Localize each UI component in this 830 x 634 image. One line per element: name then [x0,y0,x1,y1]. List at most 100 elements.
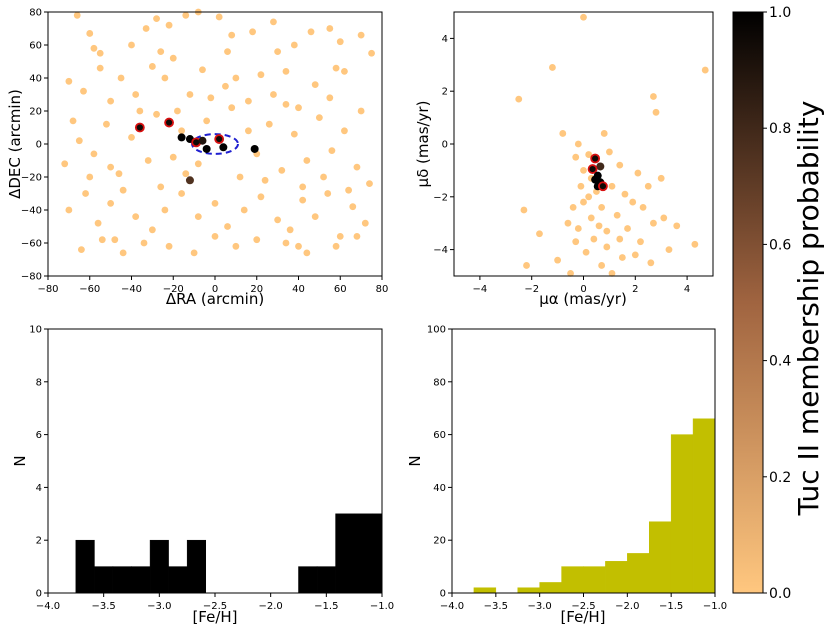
pm-field-star-point [574,140,582,148]
hist_field-xtick-label: −4.0 [440,601,464,612]
sky-field-star-point [282,68,290,75]
sky-field-star-point [253,236,261,244]
pm-field-star-point [590,235,598,243]
sky-field-star-point [270,18,277,26]
colorbar-tick-label: 0.4 [769,354,791,370]
sky-field-star-point [157,183,165,191]
sky-field-star-point [332,64,340,72]
field-metallicity-histogram-panel: −4.0 −3.5 −3.0 −2.5 −2.0 −1.5 −1.0 0 20 40 60 80 100… [406,325,727,627]
pm-field-star-point [587,214,595,222]
sky-field-star-point [136,107,144,115]
sky-field-star-point [128,134,135,141]
sky-field-star-point [332,242,340,250]
sky-xtick-label: −60 [79,284,100,295]
pm-ytick-label: 2 [442,87,448,98]
sky-field-star-point [240,206,248,214]
pm-field-star-point [657,174,665,182]
hist_tuc-bar [112,566,132,594]
sky-field-star-point [65,206,73,214]
sky-ytick-label: −80 [21,272,42,283]
pm-field-star-point [580,198,587,206]
sky-field-star-point [117,74,125,82]
pm-field-star-point [582,248,590,256]
sky-field-star-point [303,157,311,164]
sky-field-star-point [278,167,286,174]
sky-field-star-point [157,48,165,55]
pm-field-star-point [600,130,608,137]
sky-field-star-point [148,226,156,234]
pm-field-star-point [647,259,655,267]
sky-field-star-point [169,153,177,161]
sky-field-star-point [96,49,104,57]
sky-field-star-point [178,190,186,197]
sky-field-star-point [290,130,298,138]
pm-field-star-point [580,167,587,174]
sky-field-star-point [245,127,252,135]
pm-xtick-label: 0 [580,284,586,295]
colorbar-tick-label: 1.0 [769,5,791,21]
pm-ticks: −4 −2 0 2 4 −4 −2 0 2 4 [433,34,690,295]
pm-field-star-point [650,219,657,227]
hist_tuc-bar [149,539,169,594]
sky-scatter-marks [61,8,375,257]
tuc-hist-plot-area [48,329,382,593]
sky-field-star-point [86,173,94,181]
sky-field-star-point [249,28,256,36]
sky-ytick-label: 80 [29,8,42,19]
sky-field-star-point [345,186,352,194]
sky-field-star-point [257,193,265,201]
sky-field-star-point [107,163,115,171]
proper-motion-panel: −4 −2 0 2 4 −4 −2 0 2 4 μα (mas/yr) μδ (mas/yr) [414,11,714,308]
sky-field-star-point [236,173,244,181]
colorbar-ticks: 0.0 0.2 0.4 0.6 0.8 1.0 [763,5,791,602]
hist_field-ytick-label: 20 [433,536,446,547]
sky-field-star-point [265,120,273,128]
pm-ytick-label: 4 [442,34,448,45]
field-hist-ticks: −4.0 −3.5 −3.0 −2.5 −2.0 −1.5 −1.0 0 20 40 60 80 100 [427,325,727,613]
pm-field-star-point [559,130,567,137]
sky-field-star-point [153,15,160,22]
sky-xtick-label: 40 [292,284,305,295]
sky-field-star-point [178,127,186,135]
pm-field-star-point [577,182,585,190]
sky-field-star-point [142,25,150,32]
pm-field-star-point [554,256,561,264]
sky-field-star-point [353,163,361,171]
pm-field-star-point [631,251,639,259]
pm-field-star-point [520,206,528,214]
sky-ytick-label: 20 [29,107,42,118]
hist_field-bar [539,582,562,594]
hist_tuc-ytick-label: 8 [36,377,42,388]
sky-field-star-point [215,13,223,21]
sky-field-star-point [261,176,269,184]
sky-xtick-label: 0 [212,284,218,295]
sky-field-star-point [103,120,110,128]
hist_tuc-bar [75,539,95,594]
sky-ytick-label: 40 [29,74,42,85]
sky-field-star-point [311,81,319,88]
sky-xtick-label: −80 [37,284,58,295]
colorbar-label: Tuc II membership probability [792,101,825,517]
sky-field-star-point [257,71,265,79]
hist_tuc-bar [131,566,151,594]
sky-field-star-point [190,249,198,257]
sky-field-star-point [194,160,202,168]
sky-field-star-point [161,206,169,214]
sky-field-star-point [186,91,194,98]
pm-field-star-point [660,214,668,222]
hist_field-ytick-label: 40 [433,483,446,494]
sky-field-star-point [282,101,290,108]
sky-ylabel: ΔDEC (arcmin) [6,89,24,199]
sky-field-star-point [357,107,365,115]
hist_tuc-bar [94,566,114,594]
hist_tuc-ytick-label: 2 [36,536,42,547]
sky-ticks: −80 −60 −40 −20 0 20 40 60 80 −80 −60 −40 −20 0 20 40 60… [21,8,388,296]
pm-field-star-point [536,230,543,238]
sky-field-star-point [107,97,115,105]
sky-field-star-point [295,242,302,250]
pm-xtick-label: −2 [524,284,539,295]
sky-field-star-point [82,190,89,197]
sky-field-star-point [148,63,156,70]
tuc-metallicity-histogram-panel: −4.0 −3.5 −3.0 −2.5 −2.0 −1.5 −1.0 0 2 4 6 8 10 [Fe/… [11,325,394,627]
sky-member-point [185,176,194,185]
